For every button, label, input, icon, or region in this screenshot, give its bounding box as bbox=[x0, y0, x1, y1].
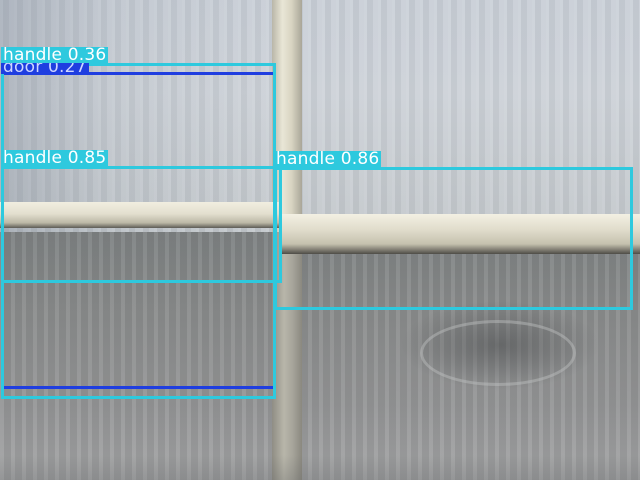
handle-label-1: handle 0.36 bbox=[1, 45, 109, 65]
glass-shadow bbox=[0, 0, 280, 232]
window-rail-right bbox=[280, 214, 640, 254]
handle-bounding-box-2 bbox=[1, 166, 282, 283]
window-glass-upper bbox=[0, 0, 640, 232]
window-frame-vertical-lower bbox=[272, 232, 302, 480]
handle-label-2: handle 0.85 bbox=[1, 148, 109, 168]
bottom-shading bbox=[0, 455, 640, 480]
window-rail-left bbox=[0, 202, 280, 228]
glass-reflection-ring bbox=[420, 320, 576, 386]
door-bounding-box bbox=[3, 72, 275, 389]
handle-bounding-box-3 bbox=[274, 167, 633, 310]
handle-label-3: handle 0.86 bbox=[274, 149, 382, 169]
door-label: door 0.27 bbox=[1, 61, 89, 74]
